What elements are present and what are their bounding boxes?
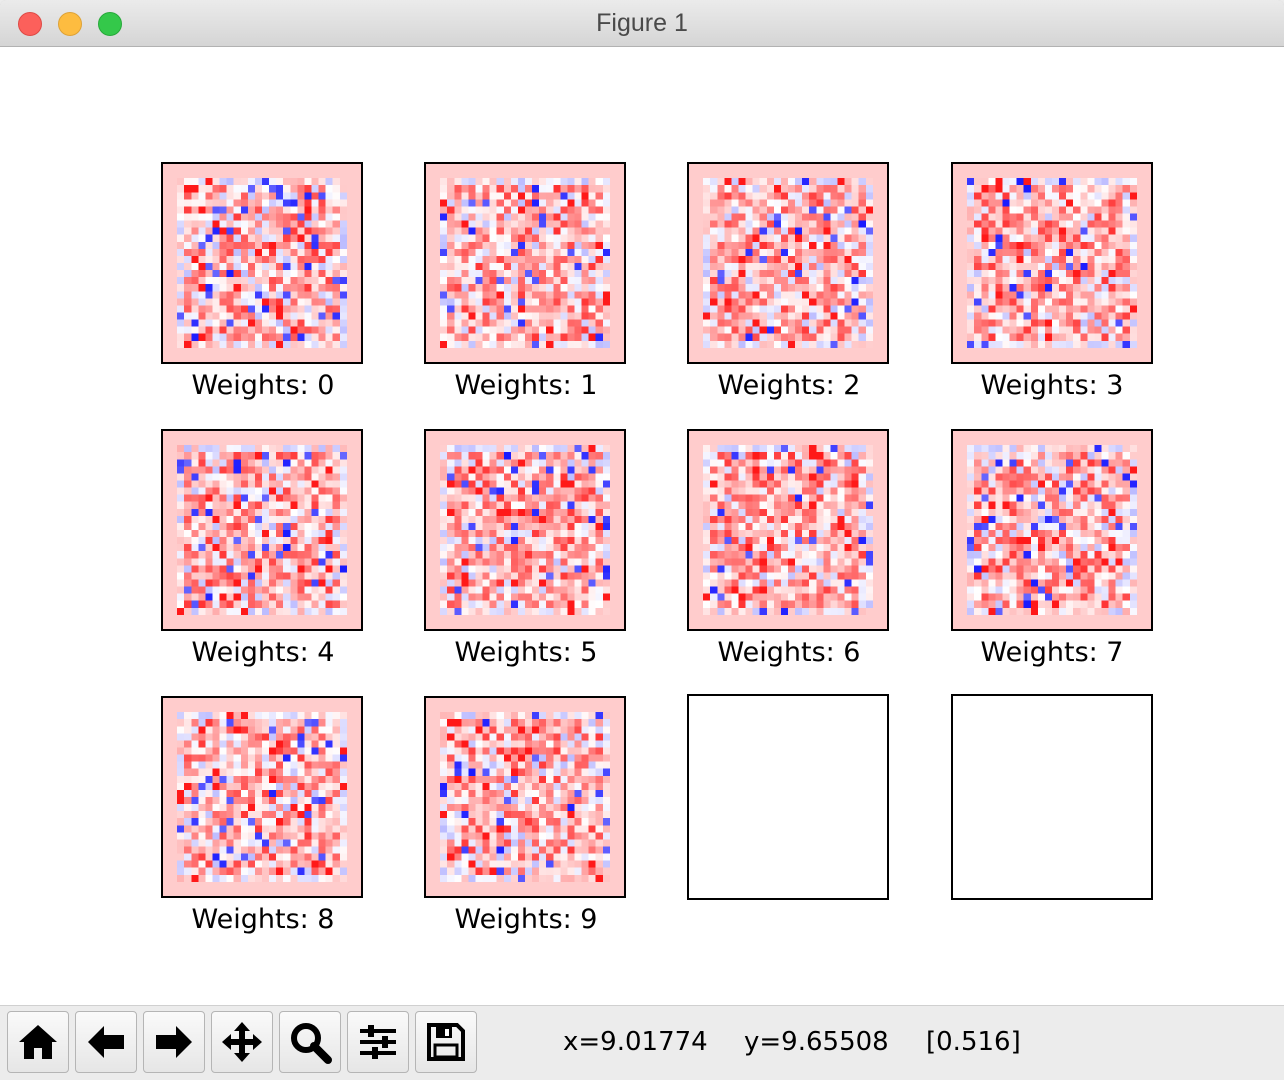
weights-image-6 (689, 431, 887, 629)
back-button[interactable] (75, 1011, 137, 1073)
pan-button[interactable] (211, 1011, 273, 1073)
close-window-button[interactable] (18, 12, 42, 36)
weights-panel-9 (424, 696, 626, 898)
weights-panel-6 (687, 429, 889, 631)
weights-panel-7 (951, 429, 1153, 631)
panel-title-2: Weights: 2 (717, 370, 861, 401)
panel-title-8: Weights: 8 (191, 904, 335, 935)
weights-panel-1 (424, 162, 626, 364)
move-icon (222, 1022, 262, 1062)
floppy-disk-icon (427, 1023, 465, 1061)
weights-image-2 (689, 164, 887, 362)
configure-subplots-button[interactable] (347, 1011, 409, 1073)
weights-panel-3 (951, 162, 1153, 364)
zoom-button[interactable] (279, 1011, 341, 1073)
weights-panel-8 (161, 696, 363, 898)
home-icon (19, 1025, 57, 1059)
weights-image-3 (953, 164, 1151, 362)
weights-panel-4 (161, 429, 363, 631)
panel-title-1: Weights: 1 (454, 370, 598, 401)
home-button[interactable] (7, 1011, 69, 1073)
weights-image-4 (163, 431, 361, 629)
weights-image-9 (426, 698, 624, 896)
window-title: Figure 1 (596, 9, 688, 37)
arrow-left-icon (88, 1026, 124, 1058)
panel-title-0: Weights: 0 (191, 370, 335, 401)
cursor-value-readout: [0.516] (926, 1027, 1021, 1057)
panel-title-7: Weights: 7 (980, 637, 1124, 668)
empty-panel-11 (951, 694, 1153, 900)
empty-panel-10 (687, 694, 889, 900)
save-button[interactable] (415, 1011, 477, 1073)
minimize-window-button[interactable] (58, 12, 82, 36)
weights-image-7 (953, 431, 1151, 629)
weights-panel-2 (687, 162, 889, 364)
weights-panel-5 (424, 429, 626, 631)
navigation-toolbar (0, 1005, 1284, 1080)
panel-title-5: Weights: 5 (454, 637, 598, 668)
magnifier-icon (291, 1023, 332, 1064)
panel-title-6: Weights: 6 (717, 637, 861, 668)
zoom-window-button[interactable] (98, 12, 122, 36)
weights-image-0 (163, 164, 361, 362)
panel-title-9: Weights: 9 (454, 904, 598, 935)
weights-image-1 (426, 164, 624, 362)
weights-panel-0 (161, 162, 363, 364)
cursor-y-readout: y=9.65508 (744, 1027, 889, 1057)
cursor-x-readout: x=9.01774 (563, 1027, 708, 1057)
panel-title-4: Weights: 4 (191, 637, 335, 668)
title-bar[interactable]: Figure 1 (0, 0, 1284, 47)
weights-image-5 (426, 431, 624, 629)
weights-image-8 (163, 698, 361, 896)
arrow-right-icon (156, 1026, 192, 1058)
sliders-icon (360, 1025, 396, 1059)
figure-canvas[interactable]: Weights: 0 Weights: 1 Weights: 2 Weights… (0, 47, 1284, 1005)
forward-button[interactable] (143, 1011, 205, 1073)
panel-title-3: Weights: 3 (980, 370, 1124, 401)
